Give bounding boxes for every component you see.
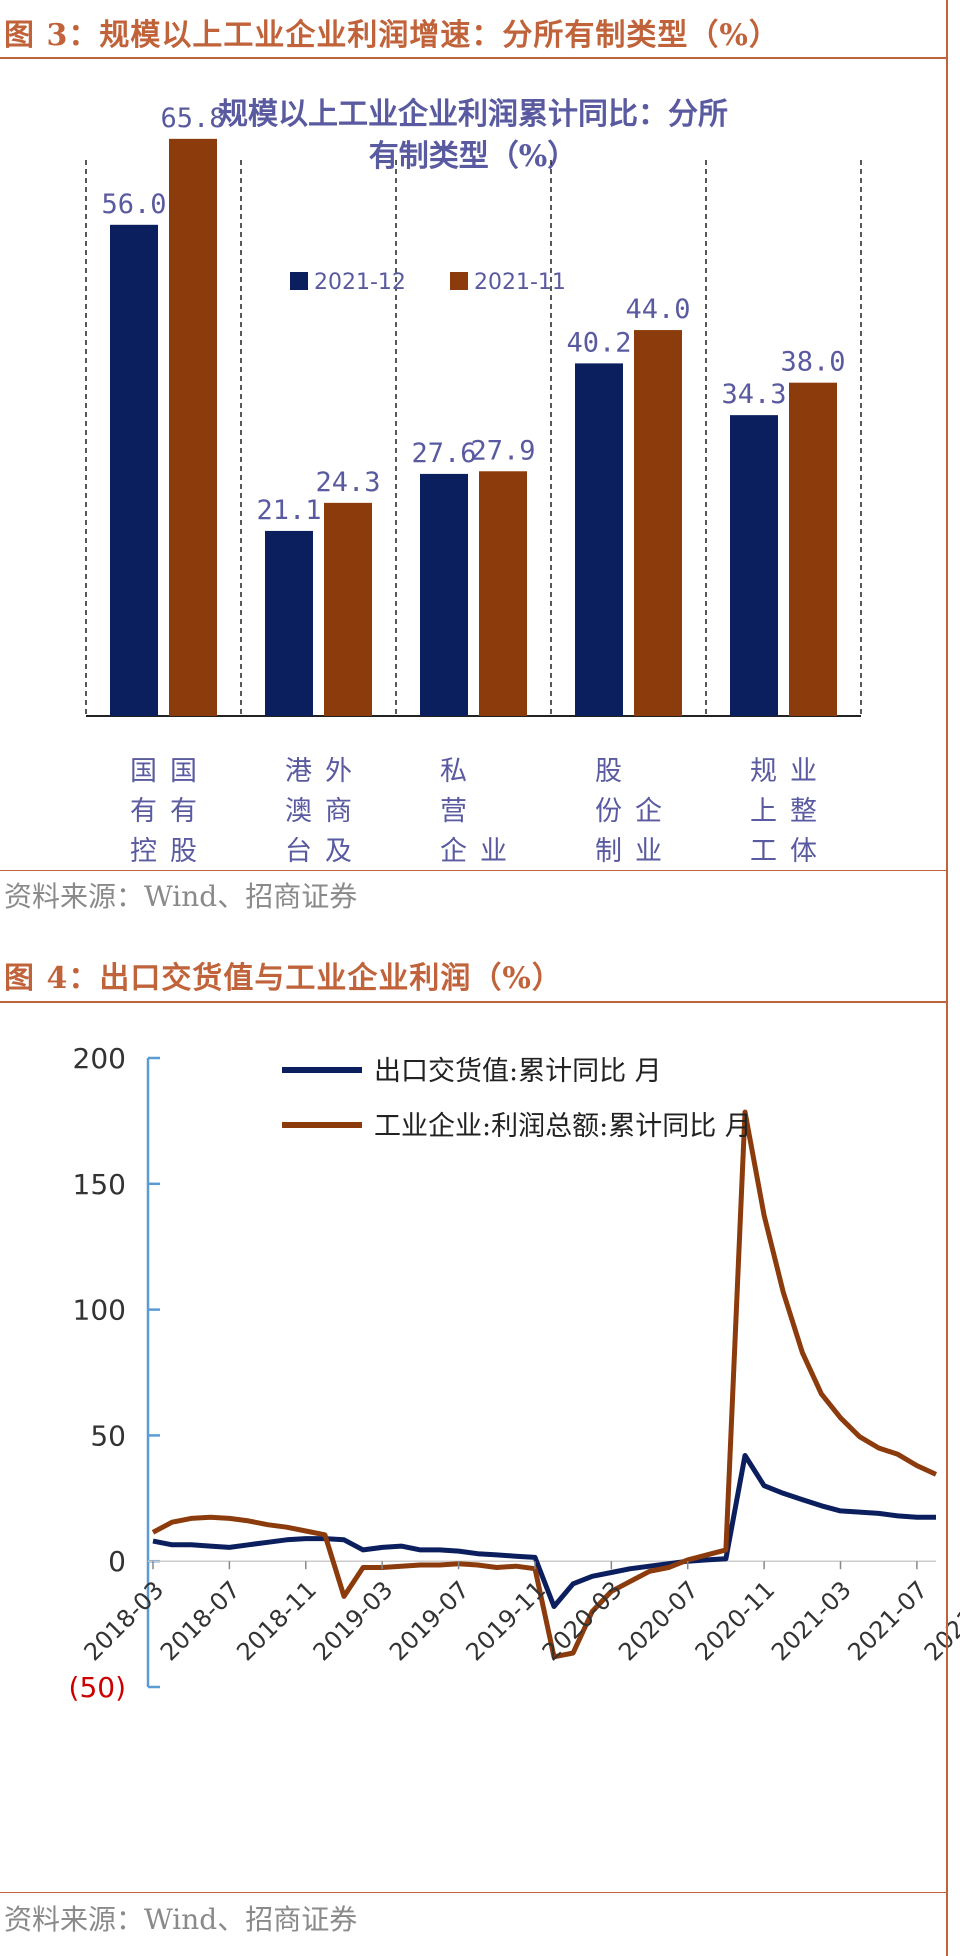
figure-4-source-rule (0, 1892, 946, 1893)
category-label-char: 控 (130, 836, 157, 867)
data-label: 34.3 (721, 379, 786, 410)
legend-label: 出口交货值:累计同比 月 (374, 1056, 662, 1087)
bar-2021-12-0 (110, 224, 158, 717)
legend-label: 2021-11 (474, 270, 566, 295)
category-label-char: 上 (750, 796, 777, 827)
category-label-char: 外 (325, 756, 352, 787)
x-tick-label: 2020-07 (613, 1576, 704, 1667)
bar-2021-11-1 (324, 502, 372, 716)
x-tick-label: 2018-11 (231, 1576, 322, 1667)
y-tick-label: 50 (90, 1419, 126, 1452)
x-tick-label: 2019-11 (460, 1576, 551, 1667)
data-label: 27.6 (411, 438, 476, 469)
chart-title-line: 规模以上工业企业利润累计同比：分所 (218, 97, 728, 132)
legend-swatch-2021-11 (450, 272, 468, 290)
category-label-char: 港 (285, 756, 312, 787)
category-label-char: 商 (325, 796, 352, 827)
bar-2021-12-4 (730, 415, 778, 716)
category-label-char: 有 (170, 796, 197, 827)
category-label-char: 台 (285, 836, 312, 867)
legend-label: 工业企业:利润总额:累计同比 月 (374, 1111, 752, 1142)
category-label-char: 业 (480, 836, 507, 867)
category-label-char: 业 (635, 836, 662, 867)
category-label-char: 有 (130, 796, 157, 827)
x-tick-label: 2018-07 (155, 1576, 246, 1667)
category-label-char: 澳 (285, 796, 312, 827)
category-label-char: 业 (790, 756, 817, 787)
category-label-char: 规 (750, 756, 777, 787)
figure-4-source: 资料来源：Wind、招商证券 (4, 1903, 358, 1936)
x-tick-label: 2020-03 (537, 1576, 628, 1667)
y-tick-label: 200 (73, 1042, 126, 1075)
page-right-border (946, 0, 948, 1956)
x-tick-label: 2019-07 (384, 1576, 475, 1667)
x-tick-label: 2019-03 (308, 1576, 399, 1667)
category-label-char: 及 (325, 836, 352, 867)
category-label-char: 份 (595, 796, 622, 827)
legend-label: 2021-12 (314, 270, 406, 295)
category-label-char: 企 (635, 796, 662, 827)
bar-chart: 规模以上工业企业利润累计同比：分所有制类型（%） 56.0 21.1 27.6 40.2… (85, 97, 862, 867)
data-label: 24.3 (315, 467, 380, 498)
figure-4-title-rule (0, 1001, 946, 1003)
category-label-char: 体 (790, 836, 817, 867)
bar-2021-12-1 (265, 530, 313, 716)
category-label-char: 国 (170, 756, 197, 787)
data-label: 65.8 (160, 103, 225, 134)
category-label-char: 工 (750, 836, 777, 867)
figure-3-source-rule (0, 870, 946, 871)
category-label-char: 私 (440, 756, 467, 787)
data-label: 44.0 (625, 294, 690, 325)
bar-2021-11-2 (479, 471, 527, 716)
data-label: 40.2 (566, 327, 631, 358)
figure-3-title-rule (0, 57, 946, 59)
y-tick-label: 0 (108, 1545, 126, 1578)
y-tick-label: 150 (73, 1168, 126, 1201)
category-label-char: 企 (440, 836, 467, 867)
chart-title-line: 有制类型（%） (369, 139, 578, 174)
data-label: 21.1 (256, 495, 321, 526)
category-label-char: 股 (595, 756, 622, 787)
figure-3-title: 图 3：规模以上工业企业利润增速：分所有制类型（%） (4, 18, 780, 53)
bar-2021-12-3 (575, 363, 623, 716)
legend-swatch-2021-12 (290, 272, 308, 290)
data-label: 27.9 (470, 435, 535, 466)
y-tick-label: (50) (69, 1671, 126, 1704)
category-label-char: 整 (790, 796, 817, 827)
y-tick-label: 100 (73, 1294, 126, 1327)
bar-2021-11-3 (634, 330, 682, 716)
category-label-char: 营 (440, 796, 467, 827)
bar-2021-12-2 (420, 473, 468, 716)
series-line-1 (151, 1109, 938, 1660)
line-chart: 200150100500(50)2018-032018-072018-11201… (69, 1042, 960, 1704)
category-label-char: 股 (170, 836, 197, 867)
category-label-char: 制 (595, 836, 622, 867)
bar-2021-11-4 (789, 382, 837, 716)
figure-3-source: 资料来源：Wind、招商证券 (4, 880, 358, 913)
x-tick-label: 2018-03 (79, 1576, 170, 1667)
series-line-0 (152, 1453, 936, 1609)
x-tick-label: 2020-11 (690, 1576, 781, 1667)
x-tick-label: 2021-07 (842, 1576, 933, 1667)
category-label-char: 国 (130, 756, 157, 787)
data-label: 38.0 (780, 347, 845, 378)
figure-4-title: 图 4：出口交货值与工业企业利润（%） (4, 961, 563, 996)
data-label: 56.0 (101, 189, 166, 220)
bar-2021-11-0 (169, 138, 217, 717)
x-tick-label: 2021-03 (766, 1576, 857, 1667)
